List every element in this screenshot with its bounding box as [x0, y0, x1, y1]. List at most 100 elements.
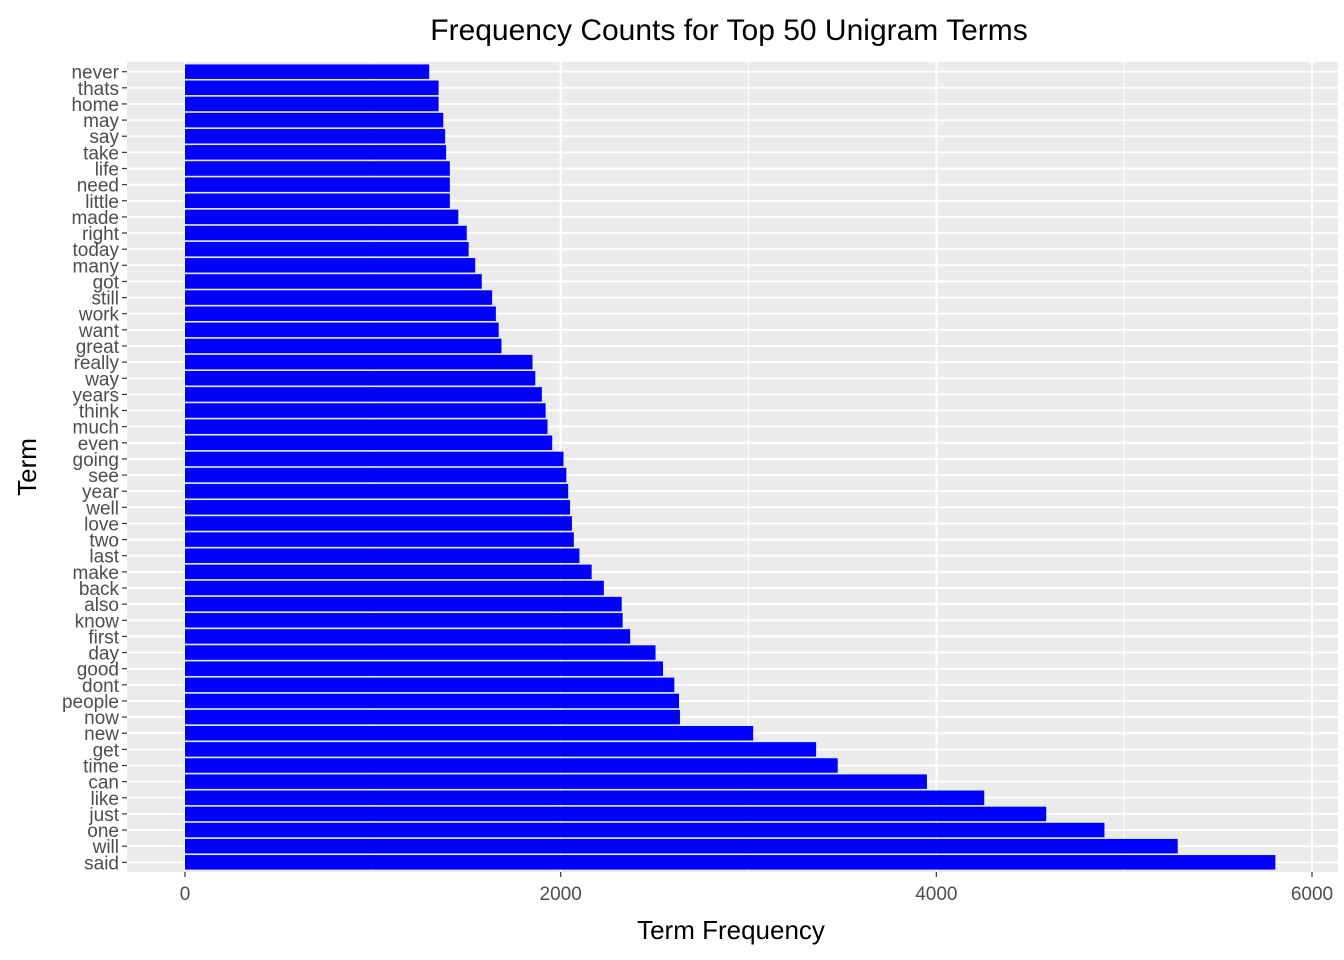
- y-tick-label: great: [76, 337, 120, 358]
- y-tick-label: much: [73, 418, 119, 439]
- y-tick-label: may: [83, 111, 119, 132]
- y-tick-label: day: [88, 644, 119, 665]
- bar-make: [185, 564, 592, 580]
- y-tick-label: take: [83, 143, 119, 164]
- bar-love: [185, 516, 572, 531]
- y-tick-label: today: [73, 240, 120, 261]
- bar-going: [185, 451, 564, 467]
- bar-also: [185, 596, 622, 612]
- y-tick-label: want: [78, 321, 120, 342]
- bar-work: [185, 306, 496, 321]
- bar-got: [185, 274, 482, 289]
- y-tick-label: will: [92, 837, 119, 858]
- bar-back: [185, 580, 604, 596]
- y-tick-label: life: [95, 159, 119, 180]
- bar-like: [185, 790, 985, 806]
- y-axis: saidwillonejustlikecantimegetnewnowpeopl…: [62, 63, 127, 874]
- bar-years: [185, 387, 542, 402]
- y-tick-label: last: [89, 547, 119, 568]
- y-tick-label: love: [84, 514, 119, 535]
- bar-people: [185, 693, 680, 709]
- y-tick-label: people: [62, 692, 119, 713]
- y-tick-label: work: [78, 305, 120, 326]
- bar-now: [185, 709, 680, 725]
- bar-still: [185, 290, 493, 305]
- x-tick-label: 4000: [915, 884, 957, 905]
- y-tick-label: know: [75, 611, 120, 632]
- y-tick-label: say: [89, 127, 119, 148]
- y-tick-label: time: [83, 757, 119, 778]
- bar-get: [185, 742, 817, 757]
- y-tick-label: thats: [78, 79, 119, 100]
- y-axis-title: Term: [12, 438, 42, 496]
- y-tick-label: made: [71, 208, 119, 229]
- bar-life: [185, 161, 450, 176]
- x-tick-label: 2000: [540, 884, 582, 905]
- y-tick-label: got: [93, 272, 120, 293]
- bar-great: [185, 338, 502, 354]
- bar-last: [185, 548, 580, 564]
- bar-good: [185, 661, 664, 676]
- y-tick-label: many: [73, 256, 120, 277]
- bar-time: [185, 758, 838, 773]
- bar-today: [185, 241, 469, 257]
- y-tick-label: really: [74, 353, 120, 374]
- y-tick-label: way: [84, 369, 119, 390]
- bar-will: [185, 838, 1178, 854]
- bars: [185, 64, 1276, 870]
- bar-even: [185, 435, 553, 451]
- y-tick-label: going: [73, 450, 120, 471]
- y-tick-label: home: [71, 95, 119, 116]
- y-tick-label: two: [89, 531, 119, 552]
- y-tick-label: get: [93, 740, 120, 761]
- x-tick-label: 0: [180, 884, 191, 905]
- y-tick-label: make: [73, 563, 119, 584]
- bar-day: [185, 645, 656, 660]
- chart-title: Frequency Counts for Top 50 Unigram Term…: [430, 14, 1028, 47]
- y-tick-label: well: [85, 498, 119, 519]
- y-tick-label: right: [82, 224, 120, 245]
- bar-right: [185, 225, 467, 241]
- y-tick-label: even: [78, 434, 119, 455]
- bar-two: [185, 532, 574, 547]
- y-tick-label: also: [84, 595, 119, 616]
- y-tick-label: dont: [82, 676, 120, 697]
- bar-just: [185, 806, 1047, 822]
- y-tick-label: like: [90, 789, 119, 810]
- bar-first: [185, 629, 631, 644]
- y-tick-label: said: [84, 853, 119, 874]
- bar-see: [185, 467, 567, 483]
- y-tick-label: need: [77, 176, 119, 197]
- bar-much: [185, 419, 548, 434]
- bar-new: [185, 725, 754, 741]
- bar-well: [185, 500, 571, 515]
- y-tick-label: little: [85, 192, 119, 213]
- bar-year: [185, 483, 569, 499]
- y-tick-label: back: [79, 579, 120, 600]
- bar-dont: [185, 677, 675, 693]
- bar-can: [185, 774, 927, 789]
- y-tick-label: can: [88, 773, 119, 794]
- bar-one: [185, 822, 1105, 838]
- y-tick-label: good: [77, 660, 119, 681]
- y-tick-label: year: [82, 482, 120, 503]
- bar-need: [185, 177, 450, 192]
- bar-think: [185, 403, 546, 418]
- bar-want: [185, 322, 499, 338]
- bar-may: [185, 112, 444, 128]
- bar-way: [185, 370, 536, 386]
- y-tick-label: one: [87, 821, 119, 842]
- bar-little: [185, 193, 450, 209]
- bar-know: [185, 613, 623, 628]
- y-tick-label: never: [71, 63, 119, 84]
- bar-never: [185, 64, 430, 79]
- y-tick-label: still: [92, 289, 119, 310]
- y-tick-label: first: [88, 627, 119, 648]
- y-tick-label: now: [84, 708, 119, 729]
- x-axis-title: Term Frequency: [637, 915, 825, 945]
- y-tick-label: see: [88, 466, 119, 487]
- bar-say: [185, 128, 446, 144]
- bar-thats: [185, 80, 439, 96]
- bar-take: [185, 145, 447, 160]
